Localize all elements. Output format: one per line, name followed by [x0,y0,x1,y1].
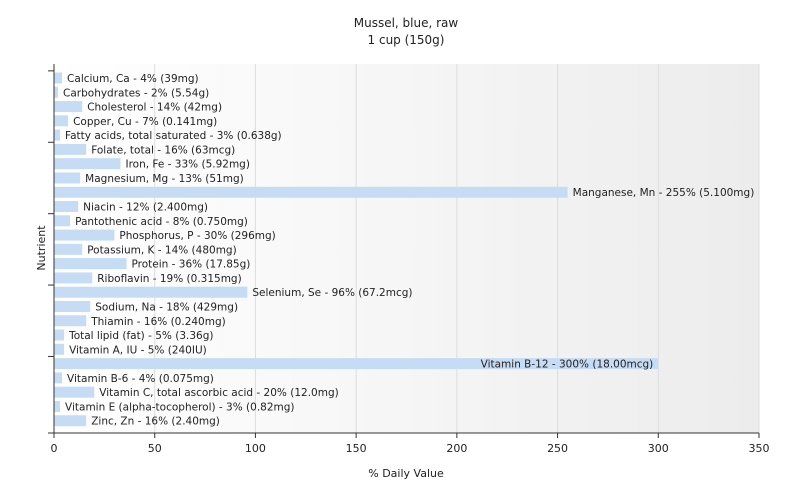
bar-label: Vitamin B-12 - 300% (18.00mcg) [481,359,654,371]
axes: 0 50 100 150 200 250 300 350 [48,64,770,455]
x-tick-label: 250 [547,442,568,455]
bar [54,258,127,270]
x-tick-label: 200 [446,442,467,455]
x-tick-label: 300 [648,442,669,455]
bar [54,329,65,341]
bar [54,358,659,370]
bar [54,315,87,327]
bar-label: Fatty acids, total saturated - 3% (0.638… [65,130,282,142]
x-axis-title: % Daily Value [368,467,444,480]
x-tick-label: 0 [51,442,58,455]
bar [54,201,79,213]
bar-label: Vitamin B-6 - 4% (0.075mg) [67,373,214,385]
bar-label: Potassium, K - 14% (480mg) [87,244,237,256]
bar [54,186,568,198]
x-tick-label: 50 [148,442,162,455]
chart-subtitle: 1 cup (150g) [368,33,445,47]
bar [54,129,61,141]
bar [54,158,121,170]
bar [54,415,87,427]
bar-label: Thiamin - 16% (0.240mg) [90,316,226,328]
bar-label: Vitamin C, total ascorbic acid - 20% (12… [99,387,338,399]
bar [54,229,115,241]
bar-label: Niacin - 12% (2.400mg) [83,202,208,214]
x-tick-label: 350 [749,442,770,455]
bar-label: Total lipid (fat) - 5% (3.36g) [68,330,213,342]
bar-label: Riboflavin - 19% (0.315mg) [97,273,241,285]
bar [54,143,87,155]
bar-label: Protein - 36% (17.85g) [132,259,251,271]
bar-label: Selenium, Se - 96% (67.2mcg) [252,287,412,299]
bar-label: Sodium, Na - 18% (429mg) [95,301,238,313]
bar [54,372,63,384]
bar [54,115,69,127]
bar-label: Phosphorus, P - 30% (296mg) [119,230,275,242]
x-tick-label: 150 [346,442,367,455]
bar-label: Calcium, Ca - 4% (39mg) [67,73,199,85]
y-axis-title: Nutrient [35,225,48,271]
bar-label: Carbohydrates - 2% (5.54g) [63,87,209,99]
bar [54,101,83,113]
bar [54,386,95,398]
bar-label: Cholesterol - 14% (42mg) [87,102,222,114]
bar [54,86,59,98]
chart-title: Mussel, blue, raw [354,16,459,30]
bar [54,272,93,284]
bar [54,72,63,84]
bar [54,286,248,298]
bar-label: Magnesium, Mg - 13% (51mg) [85,173,244,185]
bar-label: Vitamin E (alpha-tocopherol) - 3% (0.82m… [65,401,295,413]
bar [54,172,81,184]
bar [54,300,91,312]
bar [54,243,83,255]
bar [54,400,61,412]
grid-lines [154,64,760,433]
plot-background [54,64,759,433]
x-tick-label: 100 [245,442,266,455]
bar [54,215,71,227]
bar-label: Manganese, Mn - 255% (5.100mg) [573,187,755,199]
bar-label: Pantothenic acid - 8% (0.750mg) [75,216,248,228]
bar-label: Folate, total - 16% (63mcg) [91,144,235,156]
bar-label: Zinc, Zn - 16% (2.40mg) [91,416,220,428]
bar-label: Iron, Fe - 33% (5.92mg) [125,159,249,171]
bar-label: Vitamin A, IU - 5% (240IU) [69,344,207,356]
bar [54,343,65,355]
bar-label: Copper, Cu - 7% (0.141mg) [73,116,217,128]
bars: Calcium, Ca - 4% (39mg) Carbohydrates - 2… [54,72,755,428]
